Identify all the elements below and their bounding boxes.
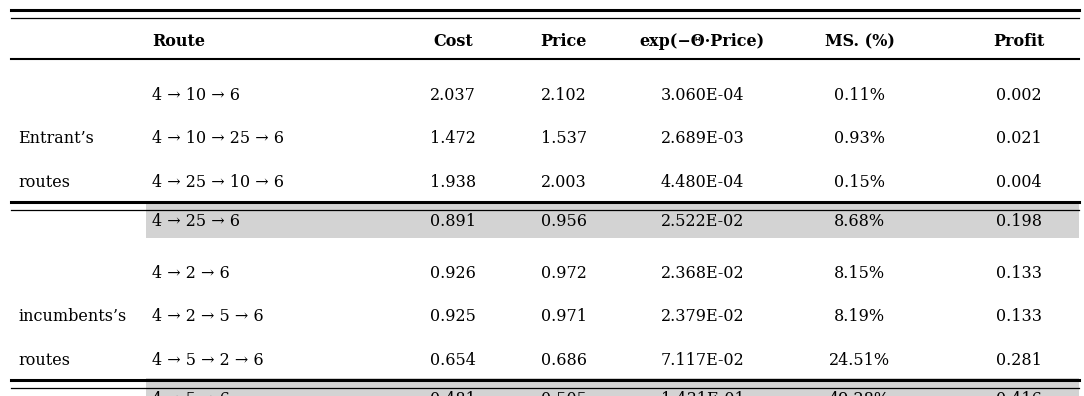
- Text: 4 → 2 → 6: 4 → 2 → 6: [152, 265, 230, 282]
- Text: 0.004: 0.004: [996, 174, 1042, 190]
- Text: 8.68%: 8.68%: [834, 213, 886, 230]
- Text: 1.431E-01: 1.431E-01: [660, 392, 745, 396]
- Text: 4 → 10 → 25 → 6: 4 → 10 → 25 → 6: [152, 130, 284, 147]
- Text: Entrant’s: Entrant’s: [18, 130, 94, 147]
- Text: 0.891: 0.891: [430, 213, 476, 230]
- Text: 8.15%: 8.15%: [834, 265, 886, 282]
- Text: 0.416: 0.416: [996, 392, 1042, 396]
- Text: 0.021: 0.021: [996, 130, 1042, 147]
- Text: 2.689E-03: 2.689E-03: [660, 130, 745, 147]
- Text: 0.925: 0.925: [430, 308, 476, 325]
- Text: 0.15%: 0.15%: [834, 174, 886, 190]
- Bar: [146, 378, 1079, 396]
- Text: Route: Route: [152, 33, 205, 50]
- Bar: [146, 202, 1079, 238]
- Text: MS. (%): MS. (%): [825, 33, 894, 50]
- Text: 24.51%: 24.51%: [829, 352, 890, 369]
- Text: 0.93%: 0.93%: [834, 130, 886, 147]
- Text: 1.472: 1.472: [430, 130, 476, 147]
- Text: 49.28%: 49.28%: [829, 392, 890, 396]
- Text: 0.686: 0.686: [541, 352, 586, 369]
- Text: routes: routes: [18, 352, 70, 369]
- Text: 0.281: 0.281: [996, 352, 1042, 369]
- Text: 0.971: 0.971: [541, 308, 586, 325]
- Text: 3.060E-04: 3.060E-04: [660, 87, 745, 103]
- Text: 7.117E-02: 7.117E-02: [660, 352, 745, 369]
- Text: 0.002: 0.002: [996, 87, 1042, 103]
- Text: 0.198: 0.198: [996, 213, 1042, 230]
- Text: 4 → 10 → 6: 4 → 10 → 6: [152, 87, 240, 103]
- Text: 0.956: 0.956: [541, 213, 586, 230]
- Text: 1.537: 1.537: [541, 130, 586, 147]
- Text: 4 → 5 → 2 → 6: 4 → 5 → 2 → 6: [152, 352, 263, 369]
- Text: 0.654: 0.654: [430, 352, 476, 369]
- Text: routes: routes: [18, 174, 70, 190]
- Text: 2.368E-02: 2.368E-02: [660, 265, 745, 282]
- Text: 2.003: 2.003: [541, 174, 586, 190]
- Text: 4 → 5 → 6: 4 → 5 → 6: [152, 392, 230, 396]
- Text: 2.102: 2.102: [541, 87, 586, 103]
- Text: 2.522E-02: 2.522E-02: [661, 213, 744, 230]
- Text: 4.480E-04: 4.480E-04: [661, 174, 744, 190]
- Text: 0.481: 0.481: [430, 392, 476, 396]
- Text: Cost: Cost: [434, 33, 473, 50]
- Text: 0.133: 0.133: [996, 265, 1042, 282]
- Text: 2.379E-02: 2.379E-02: [660, 308, 745, 325]
- Text: 0.972: 0.972: [541, 265, 586, 282]
- Text: 0.11%: 0.11%: [834, 87, 886, 103]
- Text: 0.133: 0.133: [996, 308, 1042, 325]
- Text: exp(−Θ·Price): exp(−Θ·Price): [640, 33, 765, 50]
- Text: 4 → 25 → 6: 4 → 25 → 6: [152, 213, 240, 230]
- Text: 1.938: 1.938: [430, 174, 476, 190]
- Text: Profit: Profit: [993, 33, 1045, 50]
- Text: 0.505: 0.505: [541, 392, 586, 396]
- Text: incumbents’s: incumbents’s: [18, 308, 127, 325]
- Text: 4 → 2 → 5 → 6: 4 → 2 → 5 → 6: [152, 308, 263, 325]
- Text: 2.037: 2.037: [430, 87, 476, 103]
- Text: 0.926: 0.926: [430, 265, 476, 282]
- Text: 8.19%: 8.19%: [834, 308, 886, 325]
- Text: 4 → 25 → 10 → 6: 4 → 25 → 10 → 6: [152, 174, 284, 190]
- Text: Price: Price: [541, 33, 586, 50]
